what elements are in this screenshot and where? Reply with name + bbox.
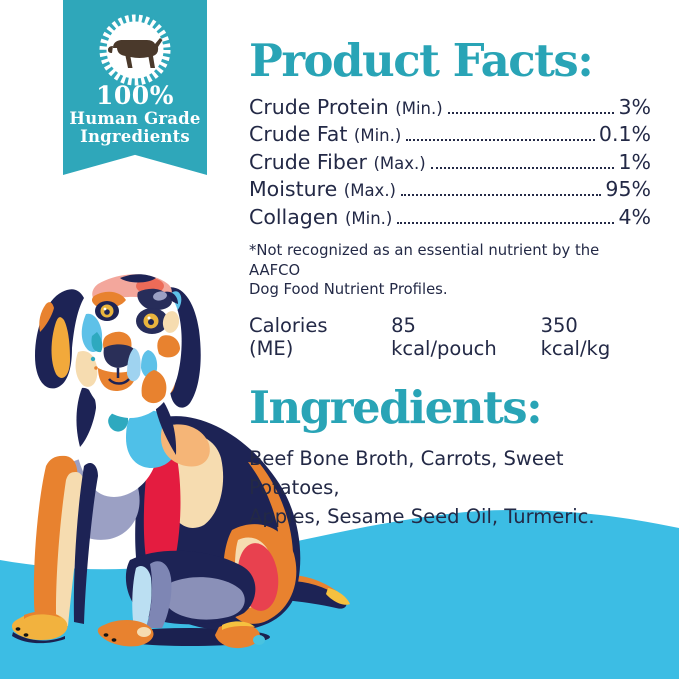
ingredients-line-1: Beef Bone Broth, Carrots, Sweet Potatoes…: [249, 446, 564, 500]
dotted-leader: [430, 166, 615, 169]
nutrient-value: 95%: [605, 177, 651, 201]
dotted-leader: [397, 221, 615, 224]
nutrient-row-crude-fat: Crude Fat (Min.) 0.1%: [249, 122, 651, 150]
nutrient-row-moisture: Moisture (Max.) 95%: [249, 177, 651, 205]
right-eye: [136, 308, 168, 334]
nutrient-value: 3%: [618, 94, 651, 119]
nutrient-value: 1%: [618, 149, 651, 174]
dotted-leader: [401, 194, 602, 196]
badge-line-human-grade: Human Grade: [69, 108, 201, 128]
footnote-line-2: Dog Food Nutrient Profiles.: [249, 281, 448, 299]
badge-percent: 100%: [96, 81, 174, 110]
nutrient-table: Crude Protein (Min.) 3% Crude Fat (Min.)…: [249, 95, 651, 233]
nutrient-label: Crude Protein: [249, 94, 389, 119]
nutrient-qualifier: (Max.): [373, 153, 426, 173]
product-facts-title: Product Facts:: [249, 34, 594, 87]
cow-icon: [108, 38, 163, 68]
aafco-footnote: *Not recognized as an essential nutrient…: [249, 241, 651, 300]
facts-panel: Product Facts: Crude Protein (Min.) 3% C…: [249, 36, 651, 551]
ingredients-title: Ingredients:: [249, 381, 543, 435]
dotted-leader: [406, 139, 595, 141]
nose: [103, 344, 135, 368]
starburst-seal: [99, 14, 171, 86]
badge-line-ingredients: Ingredients: [80, 126, 190, 146]
nutrient-row-crude-fiber: Crude Fiber (Max.) 1%: [249, 150, 651, 178]
nutrient-qualifier: (Min.): [344, 208, 393, 228]
calories-line: Calories (ME) 85 kcal/pouch 350 kcal/kg: [249, 314, 651, 360]
nutrient-qualifier: (Min.): [395, 98, 443, 118]
nutrient-row-collagen: Collagen (Min.) 4%: [249, 205, 651, 233]
calories-per-kg: 350 kcal/kg: [540, 314, 611, 361]
nutrient-value: 4%: [618, 204, 651, 229]
nutrient-row-crude-protein: Crude Protein (Min.) 3%: [249, 95, 651, 123]
nutrient-qualifier: (Max.): [343, 181, 396, 200]
calories-per-pouch: 85 kcal/pouch: [391, 314, 497, 361]
calories-label: Calories (ME): [249, 314, 328, 361]
nutrient-label: Moisture: [249, 177, 338, 201]
dog-illustration: [11, 274, 350, 649]
nutrient-value: 0.1%: [598, 122, 651, 146]
ingredients-line-2: Apples, Sesame Seed Oil, Turmeric.: [249, 505, 595, 529]
human-grade-badge: 100% Human Grade Ingredients: [63, 0, 207, 175]
left-eye: [95, 301, 119, 321]
nutrient-label: Crude Fat: [249, 122, 348, 146]
nutrient-label: Crude Fiber: [249, 149, 367, 174]
footnote-line-1: *Not recognized as an essential nutrient…: [249, 242, 600, 279]
nutrient-label: Collagen: [249, 204, 339, 229]
dotted-leader: [447, 111, 615, 114]
nutrient-qualifier: (Min.): [353, 126, 402, 145]
ingredients-list: Beef Bone Broth, Carrots, Sweet Potatoes…: [249, 444, 651, 532]
